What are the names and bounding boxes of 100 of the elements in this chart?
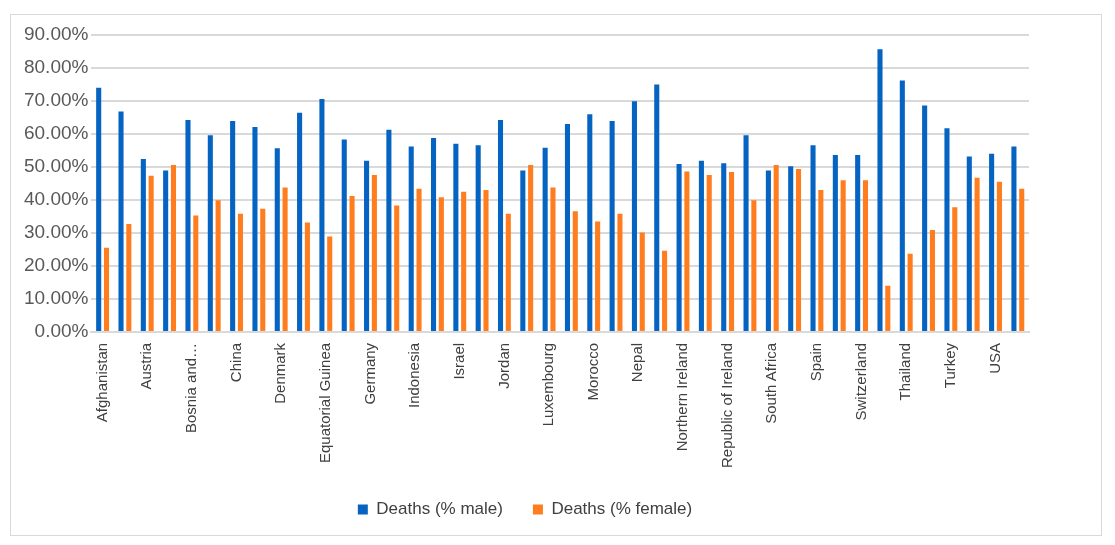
bar: [855, 155, 861, 331]
bar: [885, 285, 891, 331]
y-tick-label: 70.00%: [23, 89, 89, 111]
bar: [148, 175, 154, 331]
bar: [587, 114, 593, 331]
bar: [751, 200, 757, 331]
x-tick-label: Republic of Ireland: [717, 342, 735, 468]
bar: [684, 171, 690, 331]
x-tick-label: Bosnia and…: [182, 342, 200, 433]
legend-label: Deaths (% female): [551, 499, 693, 519]
bar: [1019, 188, 1025, 331]
bar: [795, 168, 802, 331]
bar: [304, 222, 310, 331]
y-tick-label: 90.00%: [23, 23, 89, 45]
bar: [706, 174, 712, 331]
bar: [260, 208, 266, 331]
bar: [676, 164, 682, 331]
bar: [788, 166, 794, 331]
bar: [505, 213, 511, 331]
x-tick-label: USA: [985, 342, 1003, 374]
y-tick-label: 20.00%: [23, 254, 89, 276]
y-tick-label: 10.00%: [23, 287, 89, 309]
y-tick-label: 30.00%: [23, 221, 89, 243]
x-tick-label: Northern Ireland: [673, 342, 691, 452]
bar: [974, 177, 980, 331]
bar: [922, 105, 928, 331]
bar: [840, 180, 846, 331]
bar: [572, 211, 578, 331]
bar: [899, 80, 905, 331]
x-tick-label: Austria: [137, 342, 155, 390]
bar: [520, 170, 526, 331]
bar: [818, 190, 824, 331]
bar: [371, 174, 377, 331]
bar: [431, 137, 437, 331]
bar: [907, 253, 913, 331]
bar: [1011, 146, 1017, 331]
x-tick-label: Denmark: [271, 342, 289, 404]
x-tick-label: Spain: [807, 342, 825, 382]
y-tick-label: 60.00%: [23, 122, 89, 144]
bar: [319, 99, 325, 331]
bar: [743, 135, 749, 331]
bar: [595, 221, 601, 331]
bar: [394, 205, 400, 331]
bar: [810, 145, 816, 331]
x-tick-label: Turkey: [941, 342, 959, 389]
x-tick-label: Morocco: [583, 342, 601, 401]
bar: [550, 187, 556, 331]
bar: [193, 215, 199, 331]
bar: [773, 164, 779, 331]
x-tick-label: Switzerland: [851, 342, 869, 421]
bar: [631, 101, 637, 331]
bar: [163, 170, 169, 331]
x-tick-label: China: [226, 342, 244, 383]
bar: [639, 232, 645, 331]
bar: [349, 196, 355, 331]
bar: [126, 224, 132, 331]
bar: [461, 191, 467, 331]
bar: [497, 120, 504, 331]
bar: [327, 236, 333, 331]
bar: [662, 250, 668, 331]
bar: [966, 156, 972, 331]
bar: [364, 160, 370, 331]
y-tick-label: 50.00%: [23, 155, 89, 177]
y-tick-label: 80.00%: [23, 56, 89, 78]
bar: [654, 84, 660, 331]
bar: [989, 153, 995, 331]
bar: [215, 200, 221, 331]
bar: [438, 197, 444, 331]
x-tick-label: Indonesia: [405, 342, 423, 408]
bar: [952, 207, 958, 331]
bar: [832, 155, 838, 331]
x-tick-label: Israel: [449, 342, 467, 380]
bar: [386, 129, 392, 331]
bar: [282, 187, 288, 331]
bar: [729, 171, 735, 331]
bar: [475, 145, 481, 331]
bar: [207, 135, 213, 331]
x-tick-label: Jordan: [494, 342, 512, 389]
x-tick-label: Germany: [360, 342, 378, 405]
bar: [103, 247, 110, 331]
x-tick-label: South Africa: [762, 342, 780, 424]
bar: [185, 120, 191, 331]
bar: [274, 148, 280, 331]
legend-label: Deaths (% male): [376, 499, 503, 519]
bar: [877, 49, 883, 331]
bar: [416, 188, 422, 331]
bar: [483, 190, 489, 331]
bar: [528, 164, 534, 331]
bar: [564, 124, 571, 331]
bar: [698, 160, 704, 331]
bar: [341, 139, 347, 331]
bar: [230, 121, 236, 331]
bar: [944, 128, 950, 331]
x-tick-label: Equatorial Guinea: [315, 342, 333, 464]
bar: [862, 180, 869, 331]
bar: [721, 163, 727, 331]
bar: [996, 181, 1002, 331]
x-tick-label: Afghanistan: [92, 342, 110, 423]
x-tick-label: Thailand: [896, 342, 914, 401]
bar: [929, 229, 935, 331]
